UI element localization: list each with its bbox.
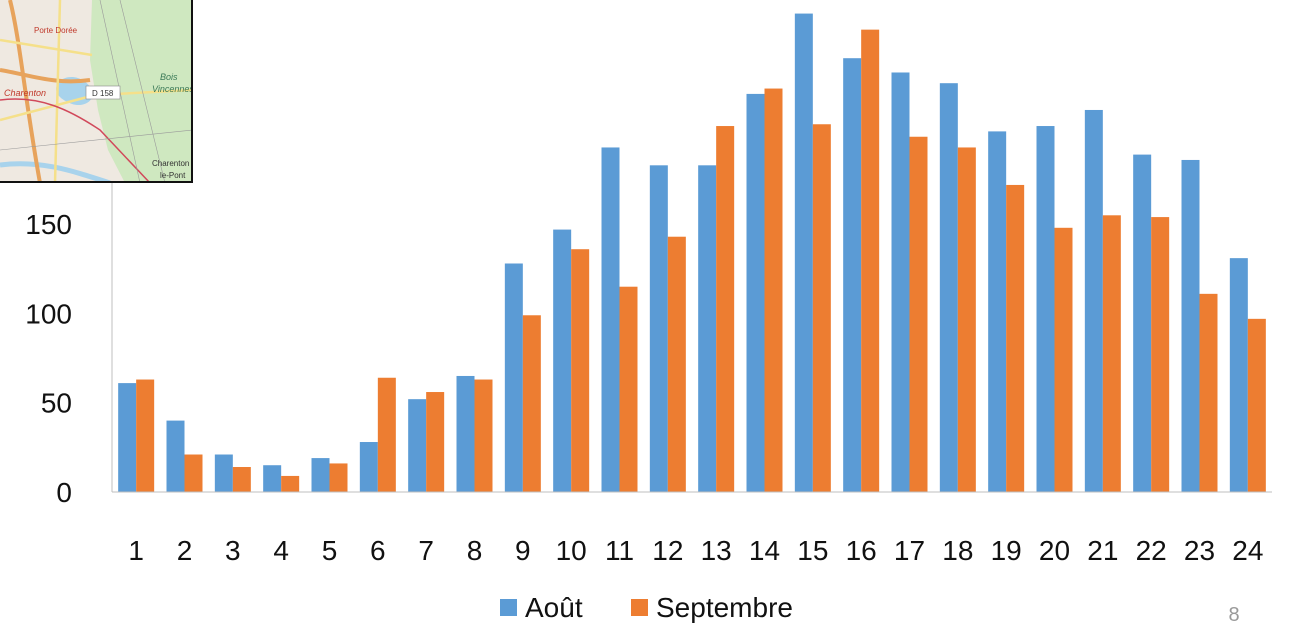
bar-septembre [1054,227,1073,492]
x-tick-label: 12 [652,535,683,566]
map-label-bois: Bois [160,72,178,82]
x-tick-label: 13 [701,535,732,566]
bar-septembre [329,463,348,492]
bar-septembre [812,124,831,492]
bar-aout [891,72,910,493]
legend-swatch-septembre [631,599,648,616]
x-tick-label: 2 [177,535,193,566]
x-tick-label: 4 [273,535,289,566]
map-inset: Porte Dorée Bois Vincennes Charenton D 1… [0,0,193,183]
y-tick-label: 50 [41,388,72,419]
bar-aout [698,165,717,493]
bar-aout [1133,154,1152,492]
bar-aout [118,383,137,492]
bar-aout [408,399,427,492]
x-axis-tick-labels: 1 2 3 4 5 6 7 8 9 10 11 12 13 14 15 16 17 18 19 20 21 22 23 24 [128,535,1263,566]
bar-septembre [716,126,735,492]
bar-aout [1036,126,1055,492]
bar-septembre [1151,217,1170,492]
x-tick-label: 5 [322,535,338,566]
x-tick-label: 6 [370,535,386,566]
map-label-charenton: Charenton [152,159,189,168]
map-label-d158: D 158 [92,89,114,98]
map-road-shield [85,85,121,100]
y-tick-label: 150 [25,209,72,240]
x-tick-label: 1 [128,535,144,566]
bar-aout [1229,258,1248,492]
bar-aout [649,165,668,493]
bar-aout [988,131,1007,493]
x-tick-label: 11 [605,535,634,566]
bar-septembre [861,29,880,493]
x-tick-label: 21 [1087,535,1118,566]
bar-aout [504,263,523,492]
map-label-charenton-red: Charenton [4,88,46,98]
bar-septembre [1102,215,1121,492]
page-number: 8 [1228,604,1239,626]
bar-septembre [667,236,686,492]
bar-aout [553,229,572,493]
bar-septembre [571,249,590,492]
legend: Août Septembre [500,592,793,623]
legend-label-septembre: Septembre [656,592,793,623]
bar-aout [311,458,330,492]
y-tick-label: 0 [56,477,72,508]
x-tick-label: 16 [846,535,877,566]
bar-aout [1181,159,1200,492]
map-major-road [0,0,91,181]
bar-series-group [118,13,1266,493]
x-tick-label: 22 [1136,535,1167,566]
bar-septembre [377,377,396,492]
legend-label-aout: Août [525,592,583,623]
x-tick-label: 15 [797,535,828,566]
legend-swatch-aout [500,599,517,616]
bar-septembre [232,467,251,492]
map-label-porte-doree: Porte Dorée [34,26,78,35]
bar-septembre [136,379,155,492]
bar-aout [746,93,765,493]
bar-aout [939,83,958,492]
map-label-vincennes: Vincennes [152,84,193,94]
bar-septembre [426,392,445,492]
bar-aout [456,375,475,492]
map-metro-line [0,98,150,181]
bar-septembre [909,136,928,492]
bar-septembre [184,454,203,492]
bar-aout [166,420,185,492]
map-park-area [90,0,191,181]
x-tick-label: 14 [749,535,780,566]
bar-aout [794,13,813,492]
x-tick-label: 10 [556,535,587,566]
x-tick-label: 9 [515,535,531,566]
bar-septembre [281,475,300,492]
x-tick-label: 7 [418,535,434,566]
bar-septembre [522,315,541,492]
bar-septembre [619,286,638,492]
bar-aout [843,58,862,492]
bar-aout [359,442,378,492]
bar-aout [601,147,620,492]
x-tick-label: 8 [467,535,483,566]
bar-aout [214,454,233,492]
x-tick-label: 17 [894,535,925,566]
x-tick-label: 19 [991,535,1022,566]
bar-septembre [1247,318,1266,492]
bar-septembre [957,147,976,492]
x-tick-label: 3 [225,535,241,566]
bar-septembre [764,88,783,492]
y-tick-label: 100 [25,298,72,329]
bar-septembre [1006,184,1025,492]
bar-aout [1084,109,1103,492]
bar-aout [263,465,282,492]
x-tick-label: 24 [1232,535,1263,566]
bar-septembre [474,379,493,492]
bar-septembre [1199,293,1218,492]
x-tick-label: 18 [942,535,973,566]
x-tick-label: 20 [1039,535,1070,566]
x-tick-label: 23 [1184,535,1215,566]
map-label-le-pont: le-Pont [160,171,186,180]
